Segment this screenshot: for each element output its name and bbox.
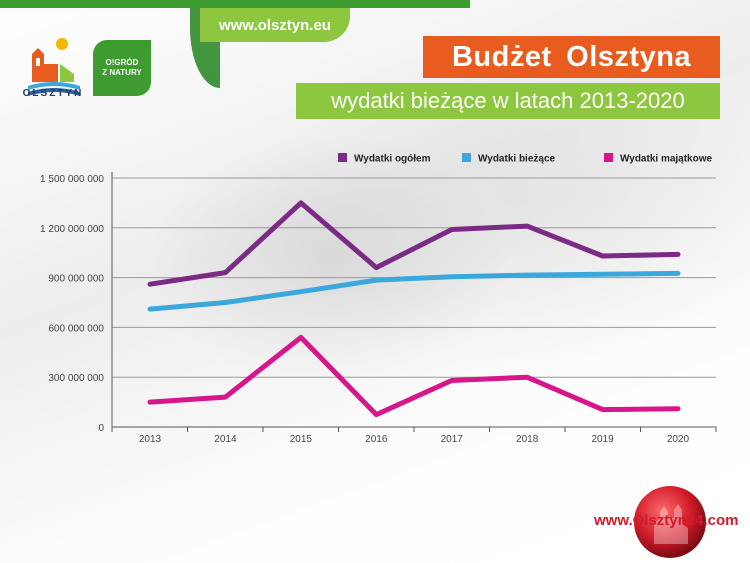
- chart-series: [147, 200, 681, 418]
- y-axis: 0 300 000 000 600 000 000 900 000 000 1 200 …: [40, 172, 113, 434]
- olsztyn-logo-text: OLSZTYN: [22, 88, 84, 99]
- legend-label: Wydatki bieżące: [478, 154, 556, 165]
- olsztyn24-globe-icon: [634, 486, 706, 558]
- y-tick-label: 900 000 000: [48, 274, 104, 285]
- page-title: Budżet Olsztyna: [423, 36, 720, 78]
- ogrod-logo-line2: Z NATURY: [102, 68, 142, 77]
- x-tick-label: 2017: [441, 434, 464, 445]
- ogrod-z-natury-logo: O!GRÓD Z NATURY: [93, 40, 151, 96]
- ogrod-logo-line1: O!GRÓD: [105, 58, 139, 67]
- olsztyn24-site-link[interactable]: www.Olsztyn24.com: [594, 512, 739, 529]
- y-tick-label: 1 500 000 000: [40, 174, 104, 185]
- y-tick-label: 1 200 000 000: [40, 224, 104, 235]
- x-tick-label: 2013: [139, 434, 162, 445]
- chart-legend: Wydatki ogółem Wydatki bieżące Wydatki maj…: [338, 153, 713, 165]
- legend-label: Wydatki majątkowe: [620, 154, 713, 165]
- page-subtitle: wydatki bieżące w latach 2013-2020: [296, 83, 720, 119]
- x-axis: 2013 2014 2015 2016 2017 2018 2019 2020: [111, 426, 717, 445]
- series-line-2: [147, 334, 681, 418]
- x-tick-label: 2014: [214, 434, 237, 445]
- series-line-0: [147, 200, 681, 287]
- url-tab[interactable]: www.olsztyn.eu: [200, 8, 350, 42]
- top-green-bar: [0, 0, 470, 8]
- budget-line-chart: 0 300 000 000 600 000 000 900 000 000 1 200 …: [40, 153, 717, 445]
- y-tick-label: 300 000 000: [48, 373, 104, 384]
- legend-label: Wydatki ogółem: [354, 154, 431, 165]
- series-line-1: [147, 270, 681, 312]
- x-tick-label: 2019: [591, 434, 614, 445]
- x-tick-label: 2018: [516, 434, 539, 445]
- x-tick-label: 2015: [290, 434, 313, 445]
- legend-swatch: [462, 153, 471, 162]
- y-tick-label: 600 000 000: [48, 323, 104, 334]
- olsztyn-logo-icon: [28, 38, 80, 96]
- chart-grid: [112, 177, 716, 378]
- legend-swatch: [338, 153, 347, 162]
- y-tick-label: 0: [98, 423, 104, 434]
- legend-swatch: [604, 153, 613, 162]
- x-tick-label: 2016: [365, 434, 388, 445]
- x-tick-label: 2020: [667, 434, 690, 445]
